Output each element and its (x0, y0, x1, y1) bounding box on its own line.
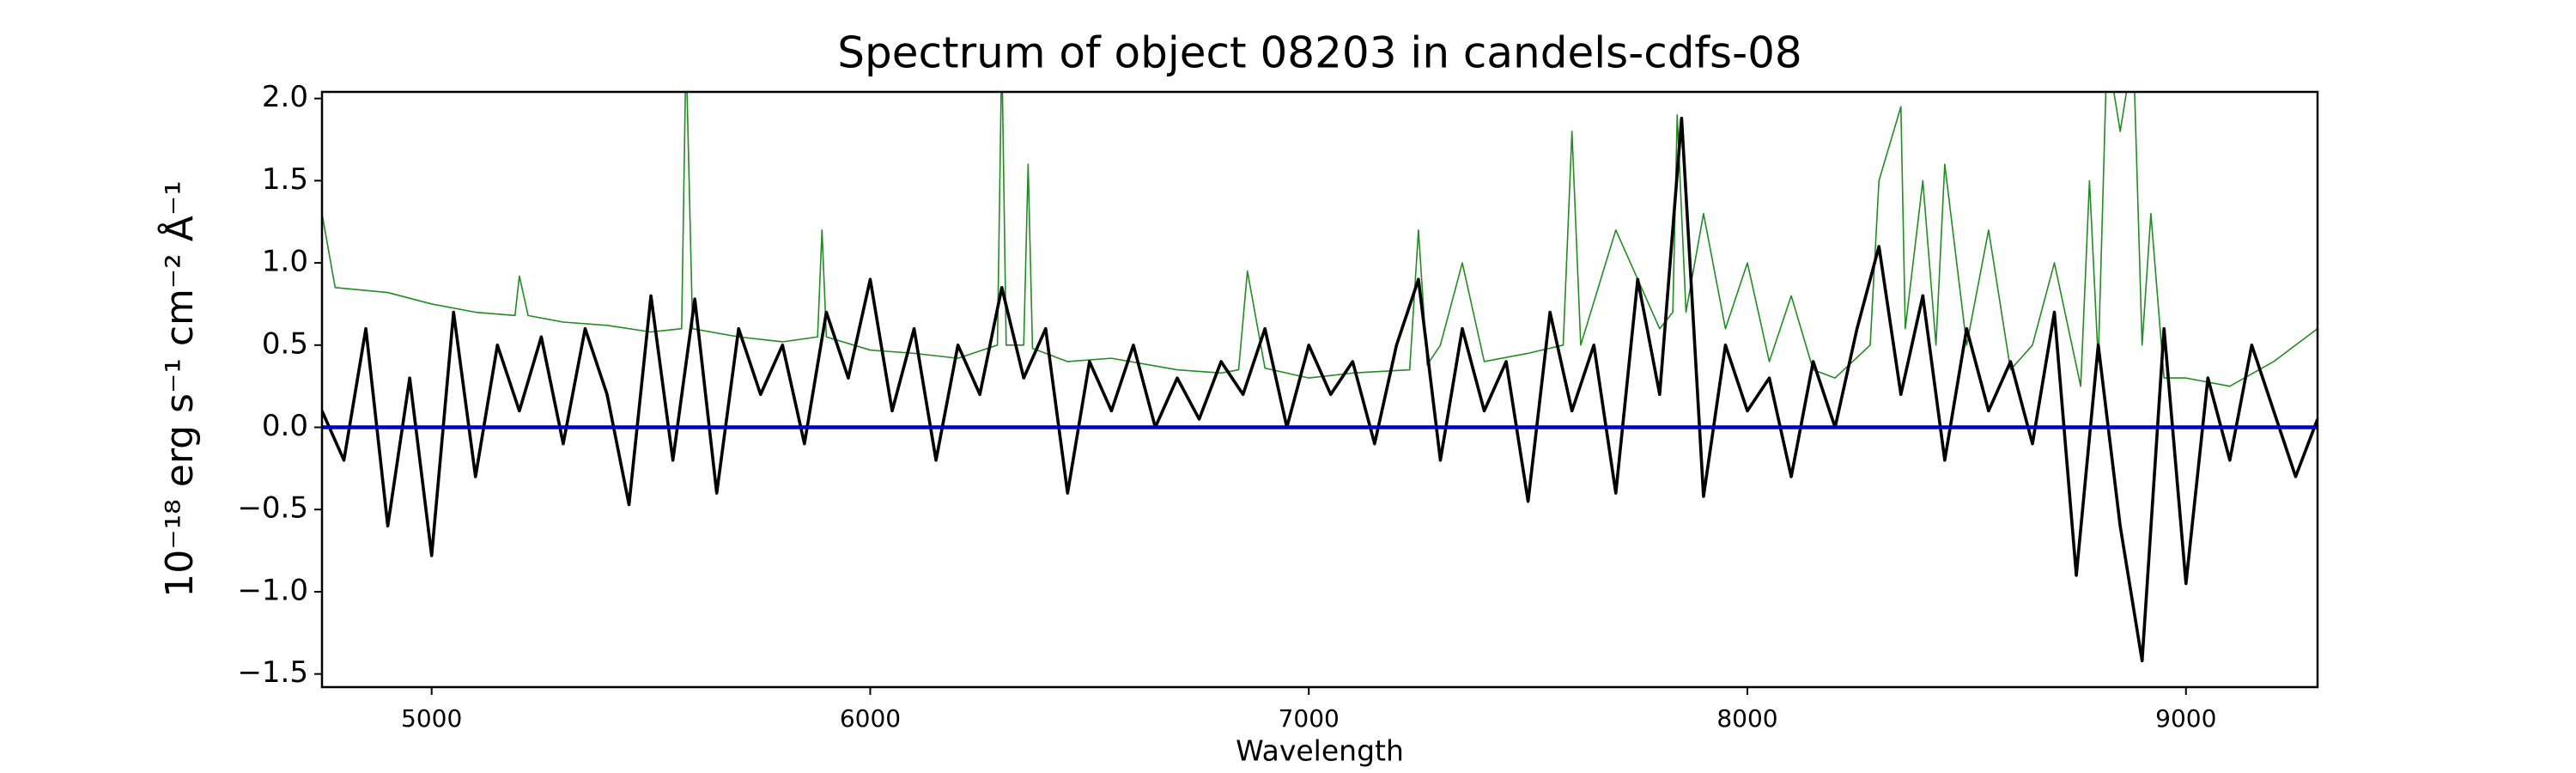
x-axis-label: Wavelength (1236, 734, 1404, 768)
plot-frame (320, 90, 2319, 689)
y-tick-label: −0.5 (237, 491, 308, 526)
y-tick-label: −1.0 (237, 573, 308, 607)
x-tick-label: 9000 (2155, 704, 2216, 733)
spectrum-line (322, 116, 2318, 663)
x-tick-label: 6000 (840, 704, 901, 733)
x-tick-label: 8000 (1716, 704, 1777, 733)
x-tick-label: 7000 (1279, 704, 1340, 733)
y-tick-label: −1.5 (237, 655, 308, 690)
x-tick-label: 5000 (401, 704, 462, 733)
spectrum-line (322, 92, 2318, 387)
y-tick-label: 1.0 (262, 245, 308, 279)
chart-title: Spectrum of object 08203 in candels-cdfs… (837, 28, 1802, 78)
y-axis-label: 10⁻¹⁸ erg s⁻¹ cm⁻² Å⁻¹ (156, 180, 202, 597)
y-tick-label: 0.5 (262, 326, 308, 361)
y-tick-label: 1.5 (262, 162, 308, 197)
y-tick-label: 0.0 (262, 409, 308, 443)
plot-area (322, 92, 2318, 663)
y-tick-label: 2.0 (262, 80, 308, 114)
